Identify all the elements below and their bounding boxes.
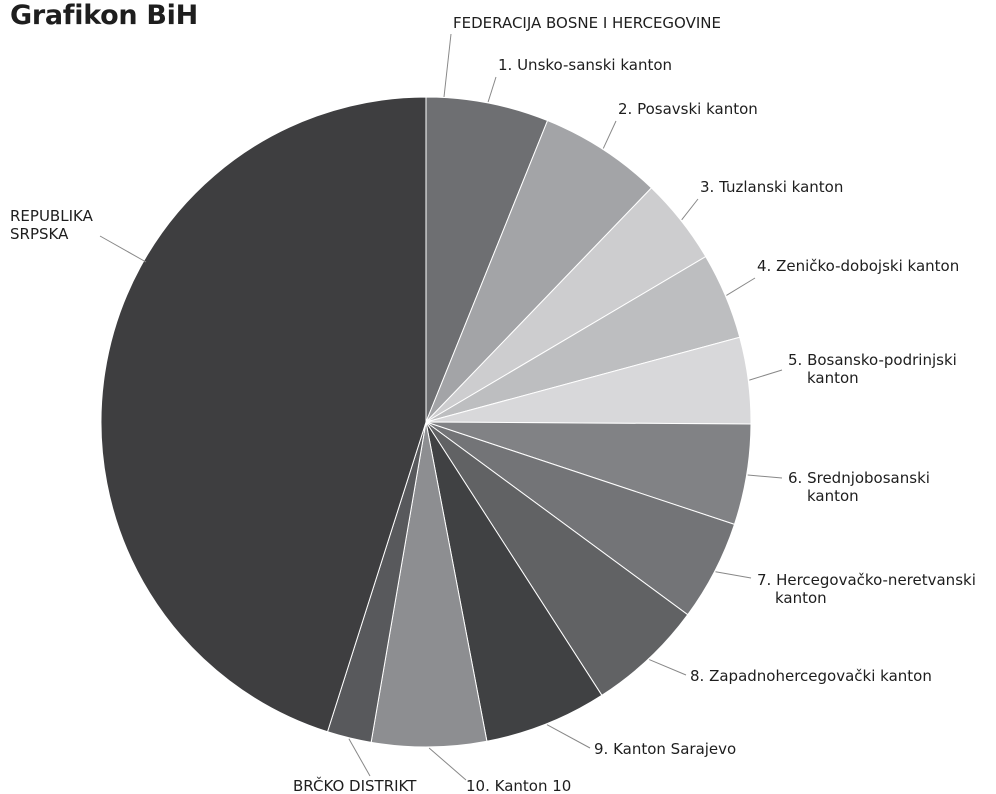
leader-line-group-federacija-bosne-i-hercegovine	[443, 33, 452, 98]
slice-label-2-posavski-kanton: 2. Posavski kanton	[618, 100, 758, 118]
pie-labels: 1. Unsko-sanski kanton 2. Posavski kanton…	[10, 14, 976, 794]
leader-line-4-zenicko-dobojski-kanton	[726, 277, 756, 296]
slice-label-10-kanton-10: 10. Kanton 10	[466, 777, 571, 794]
leader-line-2-posavski-kanton	[602, 120, 617, 149]
slice-label-3-tuzlanski-kanton: 3. Tuzlanski kanton	[700, 178, 843, 196]
slice-label-9-kanton-sarajevo: 9. Kanton Sarajevo	[594, 740, 736, 758]
pie-slice-1-unsko-sanski-kanton	[425, 96, 549, 423]
group-label-federacija-bosne-i-hercegovine: FEDERACIJA BOSNE I HERCEGOVINE	[453, 14, 721, 32]
slice-label-6-srednjobosanski-kanton: 6. Srednjobosanski kanton	[788, 469, 930, 505]
slice-label-brcko-distrikt: BRČKO DISTRIKT	[293, 776, 417, 794]
leader-line-brcko-distrikt	[348, 738, 371, 777]
leader-line-republika-srpska	[99, 235, 147, 263]
pie-slice-2-posavski-kanton	[425, 119, 653, 423]
chart-title: Grafikon BiH	[10, 0, 198, 31]
leader-line-9-kanton-sarajevo	[546, 724, 591, 749]
leader-line-7-hercegovacko-neretvanski-kanton	[715, 571, 752, 579]
slice-label-5-bosansko-podrinjski-kanton: 5. Bosansko-podrinjski kanton	[788, 351, 957, 387]
leader-line-1-unsko-sanski-kanton	[487, 76, 497, 103]
leader-line-3-tuzlanski-kanton	[681, 198, 699, 221]
slice-label-4-zenicko-dobojski-kanton: 4. Zeničko-dobojski kanton	[757, 257, 959, 275]
slice-label-7-hercegovacko-neretvanski-kanton: 7. Hercegovačko-neretvanski kanton	[757, 571, 976, 607]
pie-slices	[100, 96, 752, 748]
leader-line-8-zapadnohercegovacki-kanton	[649, 659, 687, 676]
pie-slice-9-kanton-sarajevo	[425, 421, 603, 742]
leader-line-6-srednjobosanski-kanton	[747, 474, 783, 479]
slice-label-8-zapadnohercegovacki-kanton: 8. Zapadnohercegovački kanton	[690, 667, 932, 685]
leader-line-5-bosansko-podrinjski-kanton	[749, 369, 783, 381]
leader-line-10-kanton-10	[428, 747, 467, 781]
slice-label-republika-srpska: REPUBLIKA SRPSKA	[10, 207, 94, 243]
slice-label-1-unsko-sanski-kanton: 1. Unsko-sanski kanton	[498, 56, 672, 74]
pie-slice-republika-srpska	[100, 96, 427, 733]
